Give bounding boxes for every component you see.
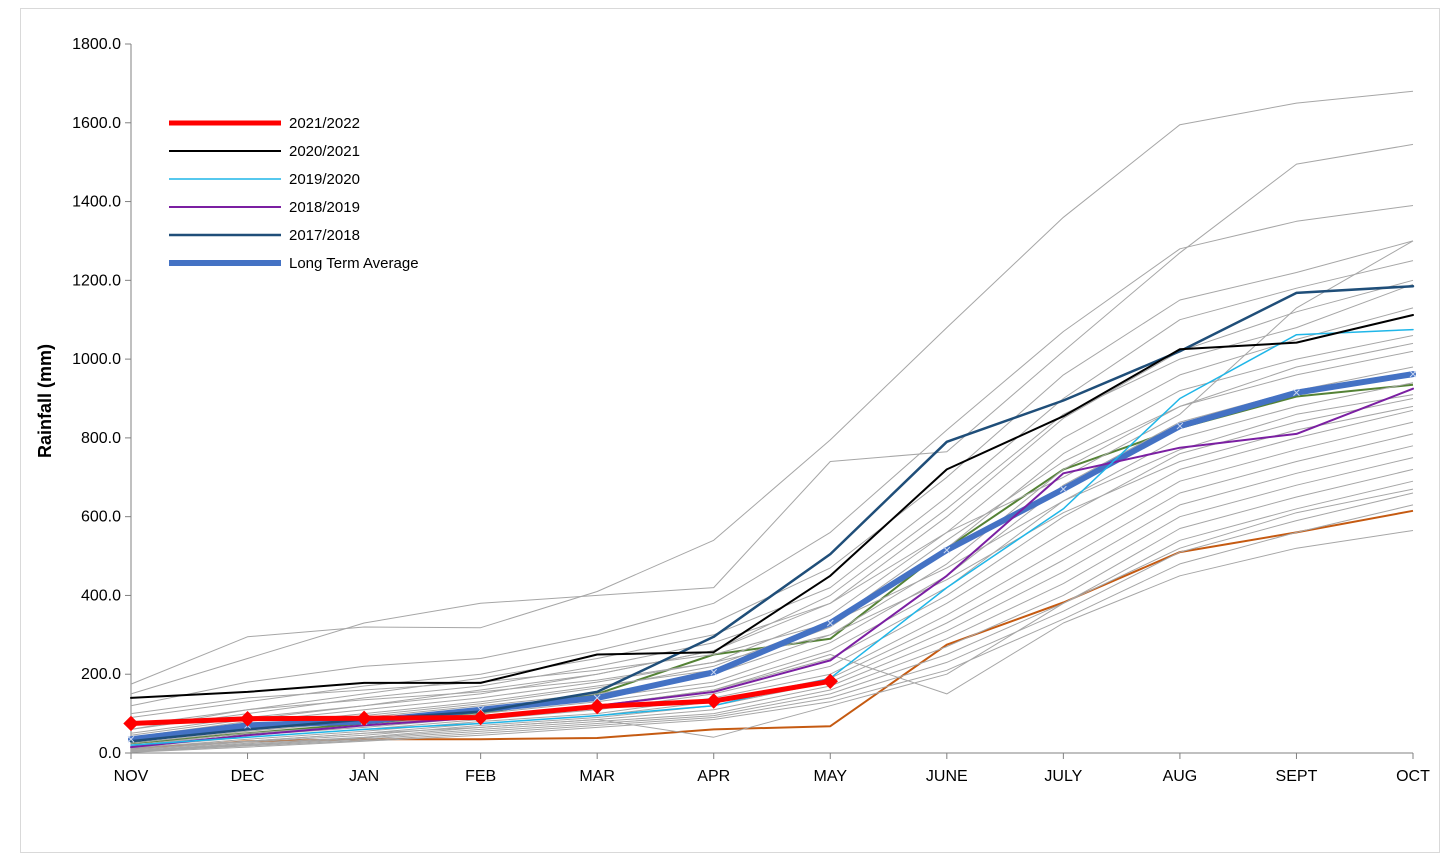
rainfall-chart: 0.0 200.0 400.0 600.0 800.0 1000.0 1200.0 1400.… [35,36,1430,785]
background-series-layer [130,90,1414,753]
background-series-line [130,307,1414,738]
legend-label: Long Term Average [289,255,419,272]
series-line-2020-2021 [130,314,1414,699]
background-series-line [130,457,1414,752]
x-tick-label: APR [697,768,730,785]
series-line-2017-2018 [129,284,1415,743]
background-series-line [130,488,1414,748]
background-series-line [130,143,1414,695]
x-tick-label: FEB [465,768,496,785]
background-series-line [130,342,1414,742]
data-point-marker [943,546,951,554]
data-point-marker [1293,389,1300,396]
y-tick-label: 400.0 [81,587,121,604]
x-tick-label: MAR [579,768,615,785]
data-point-marker [477,706,484,714]
series-line-long-term-average [128,371,1416,743]
background-series-line [130,205,1414,707]
background-series-line [130,409,1414,748]
x-tick-label: AUG [1163,768,1198,785]
chart-frame: 0.0 200.0 400.0 600.0 800.0 1000.0 1200.0 1400.… [20,8,1440,853]
background-series-line [130,445,1414,751]
background-series-line [130,335,1414,740]
data-point-marker [826,619,834,627]
data-point-marker [239,711,256,727]
marker-layer [123,370,1417,743]
legend-label: 2018/2019 [289,199,360,216]
x-tick-label: NOV [114,768,149,785]
x-tick-label: DEC [231,768,265,785]
series-line-2019-2020 [130,328,1414,746]
background-series-line [130,398,1414,747]
legend-label: 2020/2021 [289,143,360,160]
background-series-line [130,468,1414,752]
x-tick-label: JUNE [926,768,968,785]
legend-label: 2021/2022 [289,115,360,132]
highlighted-series-layer [128,284,1416,749]
background-series-line [130,480,1414,752]
data-point-marker [1176,422,1184,430]
x-tick-label: MAY [814,768,848,785]
background-series-line [130,283,1414,736]
axes-layer: 0.0 200.0 400.0 600.0 800.0 1000.0 1200.0 1400.… [72,36,1430,785]
y-tick-label: 1000.0 [72,351,121,368]
x-tick-label: JAN [349,768,379,785]
data-point-marker [593,694,601,702]
x-tick-label: OCT [1396,768,1430,785]
background-series-line [130,394,1414,715]
data-point-marker [710,668,718,676]
background-series-line [130,260,1414,730]
y-tick-label: 200.0 [81,666,121,683]
background-series-line [130,530,1414,746]
y-tick-label: 600.0 [81,509,121,526]
y-tick-label: 800.0 [81,430,121,447]
background-series-line [130,421,1414,749]
background-series-line [130,492,1414,753]
y-tick-label: 1800.0 [72,36,121,53]
data-point-marker [589,698,605,715]
y-tick-label: 1400.0 [72,194,121,211]
x-tick-label: JULY [1044,768,1082,785]
background-series-line [130,504,1414,753]
y-tick-label: 1200.0 [72,272,121,289]
data-point-marker [127,735,135,743]
data-point-marker [123,715,139,732]
data-point-marker [1060,485,1067,493]
data-point-marker [1409,370,1417,378]
data-point-marker [706,693,722,709]
y-tick-label: 0.0 [99,745,121,762]
legend-label: 2017/2018 [289,227,360,244]
data-point-marker [822,673,838,690]
data-point-marker [356,710,372,727]
x-tick-label: SEPT [1276,768,1318,785]
legend-label: 2019/2020 [289,171,360,188]
legend: 2021/2022 2020/2021 2019/2020 2018/2019 2017… [169,115,419,272]
series-line-2018-2019 [130,387,1414,749]
background-series-line [130,240,1414,730]
y-axis-label: Rainfall (mm) [35,344,55,458]
data-point-marker [472,709,489,726]
y-tick-label: 1600.0 [72,115,121,132]
